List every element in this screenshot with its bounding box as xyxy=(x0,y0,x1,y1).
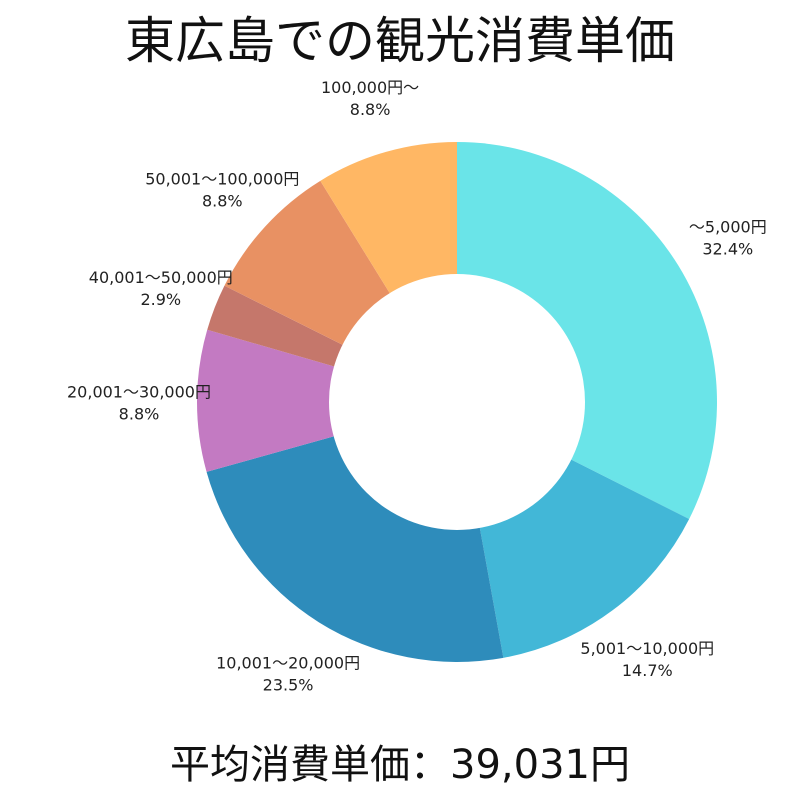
slice-label-2: 10,001～20,000円 23.5% xyxy=(216,654,360,695)
pie-slice-3 xyxy=(196,329,458,472)
donut-hole xyxy=(329,274,585,530)
slice-label-3: 20,001～30,000円 8.8% xyxy=(67,383,211,424)
average-spend-text: 平均消費単価：39,031円 xyxy=(170,742,630,788)
slice-label-6: 100,000円～ 8.8% xyxy=(321,78,419,119)
page-title: 東広島での観光消費単価 xyxy=(125,12,675,70)
chart-labels: ～5,000円 32.4% 5,001～10,000円 14.7% 10,001～20,… xyxy=(67,78,767,694)
slice-label-5: 50,001～100,000円 8.8% xyxy=(145,169,299,210)
slice-label-1: 5,001～10,000円 14.7% xyxy=(580,639,714,680)
slice-label-0: ～5,000円 32.4% xyxy=(689,217,767,258)
slice-label-4: 40,001～50,000円 2.9% xyxy=(89,268,233,309)
